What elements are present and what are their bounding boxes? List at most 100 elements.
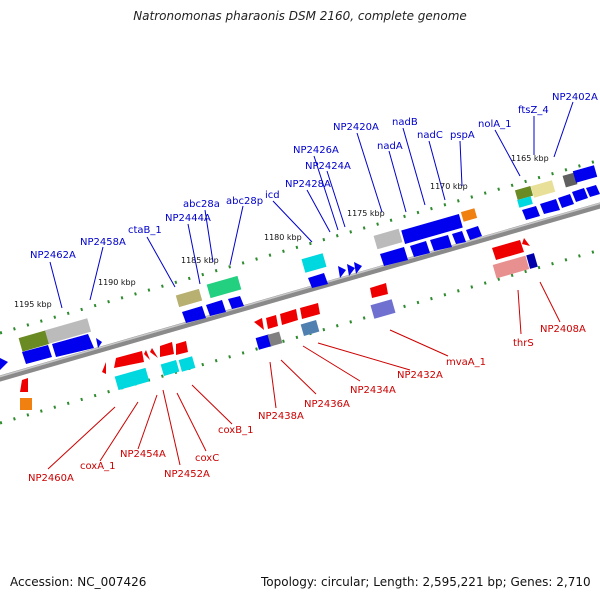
gene-rev-12 [370,283,388,298]
label-NP2408A: NP2408A [540,324,586,335]
gene-pspA [460,208,478,222]
label-NP2426A: NP2426A [293,145,339,156]
gene-NP2402A-dark [562,172,578,188]
reverse-strand-genes [20,238,538,410]
label-coxA_1: coxA_1 [80,461,115,472]
gene-NP2436A [267,331,283,347]
reverse-leader-lines [47,281,561,470]
gene-arrow-17 [540,199,560,214]
accession-text: Accession: NC_007426 [10,575,147,589]
forward-leader-lines [49,101,574,309]
gene-NP2458A-grey [44,318,92,344]
gene-NP2462A [18,330,50,352]
label-ctaB_1: ctaB_1 [128,225,162,236]
gene-arrow-20 [586,185,600,197]
gene-coxC [160,360,180,376]
label-NP2420A: NP2420A [333,122,379,133]
gene-rev-13 [492,240,524,260]
gene-arrow-13 [430,235,452,251]
gene-cyan-2 [517,196,533,208]
gene-arrow-10 [354,262,362,274]
gene-NP2402A [572,165,598,183]
reverse-track-outer [0,248,600,425]
label-NP2444A: NP2444A [165,213,211,224]
gene-rev-5 [150,348,158,358]
label-abc28a: abc28a [183,199,220,210]
genome-backbone [0,202,600,382]
label-NP2460A: NP2460A [28,473,74,484]
label-mvaA_1: mvaA_1 [446,357,486,368]
label-pspA: pspA [450,130,475,141]
label-nadA: nadA [377,141,403,152]
tick-1190: 1190 kbp [98,278,136,287]
label-NP2462A: NP2462A [30,250,76,261]
tick-1170: 1170 kbp [430,182,468,191]
gene-arrow-12 [410,241,430,257]
label-NP2428A: NP2428A [285,179,331,190]
gene-rev-2 [102,362,106,374]
label-coxC: coxC [195,453,219,464]
label-NP2452A: NP2452A [164,469,210,480]
gene-rev-7 [176,341,188,355]
gene-abc28a [206,275,242,299]
gene-rev-4 [144,350,150,360]
gene-arrow-9 [347,264,355,276]
gene-rev-8 [254,318,264,330]
gene-rev-3 [114,351,144,368]
gene-arrow-1 [22,345,52,364]
scale-ticks: 1195 kbp 1190 kbp 1185 kbp 1180 kbp 1175… [14,154,549,309]
tick-1195: 1195 kbp [14,300,52,309]
gene-icd [301,253,327,273]
label-nadC: nadC [417,130,443,141]
gene-NP2434A [300,320,320,336]
reverse-gene-labels: NP2460A coxA_1 NP2454A NP2452A coxC coxB… [28,324,586,484]
tick-1165: 1165 kbp [511,154,549,163]
gene-arrow-14 [452,231,466,244]
label-NP2434A: NP2434A [350,385,396,396]
forward-strand-genes [0,165,600,370]
gene-mvaA_1 [370,299,396,319]
gene-rev-11 [300,303,320,319]
label-NP2402A: NP2402A [552,92,598,103]
gene-arrow-4 [182,306,206,323]
gene-rev-6 [160,342,174,357]
gene-coxB_1 [178,356,196,372]
gene-arrow-18 [558,194,574,208]
gene-rev-orange [20,398,32,410]
label-nolA_1: nolA_1 [478,119,511,130]
gene-arrow-7 [308,273,328,288]
gene-rev-14 [522,238,530,246]
label-abc28p: abc28p [226,196,263,207]
gene-arrow-5 [206,300,226,316]
label-NP2438A: NP2438A [258,411,304,422]
gene-rev-9 [266,315,278,329]
label-NP2436A: NP2436A [304,399,350,410]
label-icd: icd [265,190,280,201]
label-NP2424A: NP2424A [305,161,351,172]
gene-arrow-16 [522,206,540,220]
label-NP2458A: NP2458A [80,237,126,248]
gene-nolA_1 [514,185,534,201]
gene-arrow-15 [466,226,482,240]
forward-gene-labels: NP2462A NP2458A ctaB_1 NP2444A abc28a ab… [30,92,598,261]
genome-summary-text: Topology: circular; Length: 2,595,221 bp… [261,575,591,589]
gene-coxA_1 [114,367,150,391]
label-thrS: thrS [513,338,534,349]
gene-rev-1 [20,378,28,392]
gene-arrow-left [0,358,8,370]
gene-NP2420A [373,228,403,250]
tick-1175: 1175 kbp [347,209,385,218]
gene-arrow-6 [228,296,244,309]
gene-rev-10 [280,309,298,325]
label-NP2454A: NP2454A [120,449,166,460]
tick-1185: 1185 kbp [181,256,219,265]
gene-arrow-3 [96,338,102,348]
gene-ctaB_1 [175,288,203,308]
gene-thrS [492,255,530,279]
gene-nadA [401,214,463,244]
gene-arrow-2 [52,334,94,357]
label-ftsZ_4: ftsZ_4 [518,105,549,116]
gene-ftsZ_4 [530,180,556,198]
